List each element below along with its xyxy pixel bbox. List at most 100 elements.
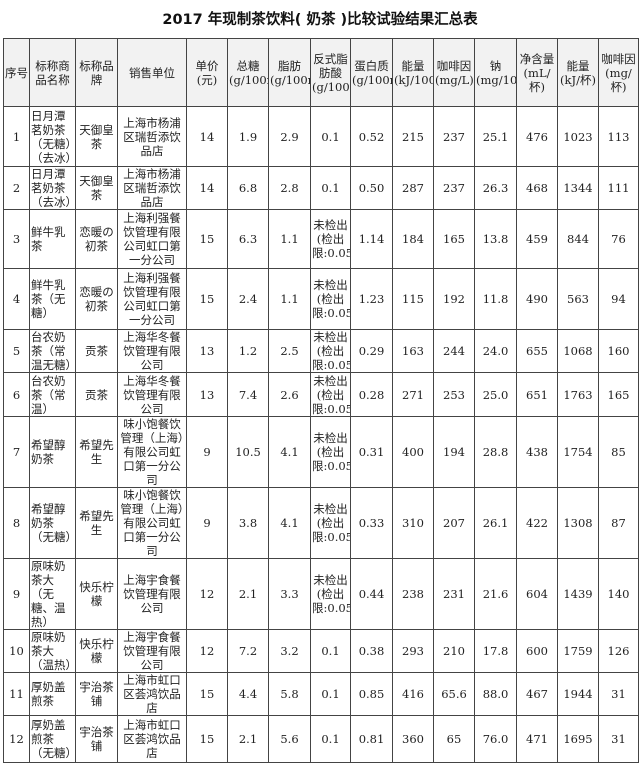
page-title: 2017 年现制茶饮料( 奶茶 )比较试验结果汇总表 (162, 12, 478, 28)
table-cell: 原味奶茶大（温热） (29, 629, 76, 673)
table-cell: 上海宇食餐饮管理有限公司 (117, 629, 187, 673)
table-cell: 163 (392, 329, 434, 373)
table-cell: 0.1 (310, 672, 351, 716)
table-cell: 7.4 (227, 372, 269, 417)
table-cell: 贡茶 (75, 329, 118, 373)
table-cell: 113 (598, 106, 639, 167)
table-cell: 0.50 (350, 166, 393, 210)
column-header: 脂肪(g/100mL) (268, 38, 311, 107)
table-cell: 0.1 (310, 106, 351, 167)
table-cell: 1754 (557, 416, 599, 488)
table-cell: 宇治茶铺 (75, 672, 118, 716)
table-cell: 0.1 (310, 629, 351, 673)
table-cell: 192 (433, 268, 475, 330)
column-header: 总糖(g/100mL) (227, 38, 269, 107)
table-cell: 0.31 (350, 416, 393, 488)
table-cell: 1068 (557, 329, 599, 373)
table-cell: 恋暖の初茶 (75, 209, 118, 269)
table-cell: 1308 (557, 487, 599, 559)
table-cell: 15 (186, 268, 228, 330)
header-row: 序号标称商品名称标称品牌销售单位单价(元)总糖(g/100mL)脂肪(g/100… (3, 38, 639, 107)
table-cell: 4.1 (268, 416, 311, 488)
table-cell: 未检出(检出限:0.05) (310, 558, 351, 630)
table-cell: 231 (433, 558, 475, 630)
column-header: 能量(kJ/100mL) (392, 38, 434, 107)
table-cell: 1439 (557, 558, 599, 630)
table-cell: 贡茶 (75, 372, 118, 417)
table-cell: 1023 (557, 106, 599, 167)
table-cell: 25.0 (474, 372, 517, 417)
table-cell: 4.1 (268, 487, 311, 559)
table-cell: 2.8 (268, 166, 311, 210)
table-cell: 115 (392, 268, 434, 330)
table-row: 1 日月潭茗奶茶（无糖）（去冰） 天御皇茶 上海市杨浦区瑞哲添饮品店 14 1.9 2.9 0… (3, 106, 639, 167)
column-header: 标称品牌 (75, 38, 118, 107)
table-cell: 0.33 (350, 487, 393, 559)
table-cell: 1.9 (227, 106, 269, 167)
table-cell: 293 (392, 629, 434, 673)
table-cell: 471 (516, 715, 558, 763)
table-cell: 2 (3, 166, 30, 210)
table-cell: 4.4 (227, 672, 269, 716)
table-cell: 11.8 (474, 268, 517, 330)
table-cell: 15 (186, 209, 228, 269)
table-cell: 厚奶盖煎茶（无糖） (29, 715, 76, 763)
table-cell: 鲜牛乳茶 (29, 209, 76, 269)
table-cell: 0.1 (310, 166, 351, 210)
table-cell: 0.81 (350, 715, 393, 763)
table-cell: 鲜牛乳茶（无糖） (29, 268, 76, 330)
table-cell: 未检出(检出限:0.05) (310, 329, 351, 373)
table-cell: 310 (392, 487, 434, 559)
table-cell: 0.44 (350, 558, 393, 630)
table-row: 10 原味奶茶大（温热） 快乐柠檬 上海宇食餐饮管理有限公司 12 7.2 3.2 0.1 0.… (3, 629, 639, 673)
table-cell: 184 (392, 209, 434, 269)
table-cell: 5.8 (268, 672, 311, 716)
table-cell: 28.8 (474, 416, 517, 488)
table-row: 9 原味奶茶大（无糖、温热） 快乐柠檬 上海宇食餐饮管理有限公司 12 2.1 3.3 未检出… (3, 558, 639, 630)
table-cell: 76 (598, 209, 639, 269)
table-cell: 126 (598, 629, 639, 673)
table-row: 7 希望醇奶茶 希望先生 味小饱餐饮管理（上海）有限公司虹口第一分公司 9 10.5 4.1… (3, 416, 639, 488)
table-cell: 600 (516, 629, 558, 673)
table-cell: 10.5 (227, 416, 269, 488)
table-cell: 1763 (557, 372, 599, 417)
table-cell: 210 (433, 629, 475, 673)
table-cell: 165 (598, 372, 639, 417)
table-cell: 未检出(检出限:0.05) (310, 268, 351, 330)
results-table: 序号标称商品名称标称品牌销售单位单价(元)总糖(g/100mL)脂肪(g/100… (3, 38, 639, 763)
table-cell: 2.1 (227, 715, 269, 763)
table-cell: 6.3 (227, 209, 269, 269)
table-cell: 65 (433, 715, 475, 763)
column-header: 标称商品名称 (29, 38, 76, 107)
table-cell: 31 (598, 672, 639, 716)
table-cell: 21.6 (474, 558, 517, 630)
table-row: 8 希望醇奶茶（无糖） 希望先生 味小饱餐饮管理（上海）有限公司虹口第一分公司 9 3.8… (3, 487, 639, 559)
table-cell: 上海利强餐饮管理有限公司虹口第一分公司 (117, 209, 187, 269)
table-cell: 140 (598, 558, 639, 630)
table-cell: 237 (433, 166, 475, 210)
table-cell: 0.1 (310, 715, 351, 763)
table-row: 6 台农奶茶（常温） 贡茶 上海华冬餐饮管理有限公司 13 7.4 2.6 未检出(检出限:0… (3, 372, 639, 417)
table-cell: 12 (186, 629, 228, 673)
table-cell: 未检出(检出限:0.05) (310, 416, 351, 488)
table-cell: 1944 (557, 672, 599, 716)
table-cell: 未检出(检出限:0.05) (310, 372, 351, 417)
column-header: 咖啡因(mg/杯) (598, 38, 639, 107)
table-cell: 2.5 (268, 329, 311, 373)
table-cell: 0.85 (350, 672, 393, 716)
table-cell: 6 (3, 372, 30, 417)
table-cell: 厚奶盖煎茶 (29, 672, 76, 716)
table-cell: 1.14 (350, 209, 393, 269)
table-row: 2 日月潭茗奶茶（去冰） 天御皇茶 上海市杨浦区瑞哲添饮品店 14 6.8 2.8 0.1 0.… (3, 166, 639, 210)
table-cell: 194 (433, 416, 475, 488)
table-cell: 日月潭茗奶茶（去冰） (29, 166, 76, 210)
table-cell: 165 (433, 209, 475, 269)
table-cell: 490 (516, 268, 558, 330)
table-cell: 上海市杨浦区瑞哲添饮品店 (117, 106, 187, 167)
table-cell: 87 (598, 487, 639, 559)
table-cell: 85 (598, 416, 639, 488)
table-cell: 希望醇奶茶（无糖） (29, 487, 76, 559)
table-cell: 438 (516, 416, 558, 488)
table-cell: 0.29 (350, 329, 393, 373)
table-cell: 237 (433, 106, 475, 167)
